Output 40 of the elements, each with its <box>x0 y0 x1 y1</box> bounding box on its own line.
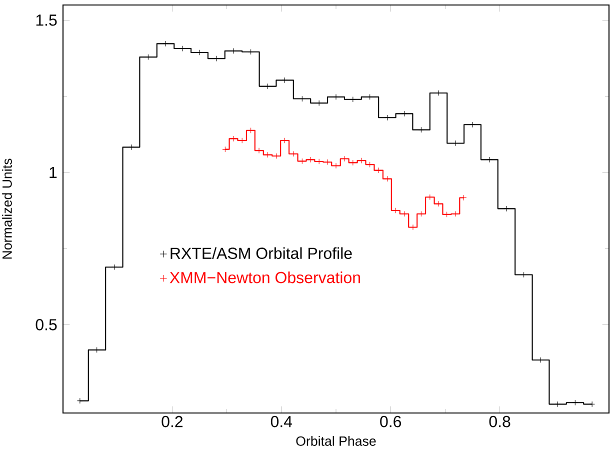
y-tick-label: 0.5 <box>36 319 57 330</box>
x-tick-label: 0.8 <box>489 416 510 428</box>
point <box>452 210 459 217</box>
point <box>290 150 296 157</box>
point <box>128 144 134 150</box>
point <box>282 77 288 84</box>
point <box>418 210 424 217</box>
point <box>572 400 578 406</box>
point <box>401 210 408 217</box>
point <box>384 176 390 182</box>
legend-label: RXTE/ASM Orbital Profile <box>170 247 352 259</box>
y-tick-label: 1.5 <box>36 14 57 26</box>
y-axis-title: Normalized Units <box>2 158 12 259</box>
point <box>426 194 433 200</box>
point <box>418 126 424 133</box>
point <box>324 159 330 166</box>
point <box>376 167 382 174</box>
point <box>554 401 561 408</box>
point <box>589 401 596 408</box>
point <box>230 136 236 142</box>
point <box>162 40 169 47</box>
point <box>222 146 228 152</box>
x-axis-title: Orbital Phase <box>296 436 376 446</box>
point <box>299 158 306 164</box>
point <box>77 398 83 404</box>
point <box>307 156 314 163</box>
point <box>384 114 390 121</box>
point <box>111 264 118 270</box>
x-tick-label: 0.2 <box>162 416 183 428</box>
legend-label: XMM−Newton Observation <box>170 271 360 284</box>
point <box>486 156 492 163</box>
point <box>470 122 476 128</box>
y-tick-label: 1 <box>50 166 57 178</box>
x-tick-label: 0.4 <box>270 416 292 428</box>
point <box>350 96 356 102</box>
x-tick-label: 0.6 <box>380 416 402 428</box>
point <box>436 200 442 207</box>
point <box>503 206 510 212</box>
point <box>248 48 254 55</box>
point <box>401 110 408 117</box>
